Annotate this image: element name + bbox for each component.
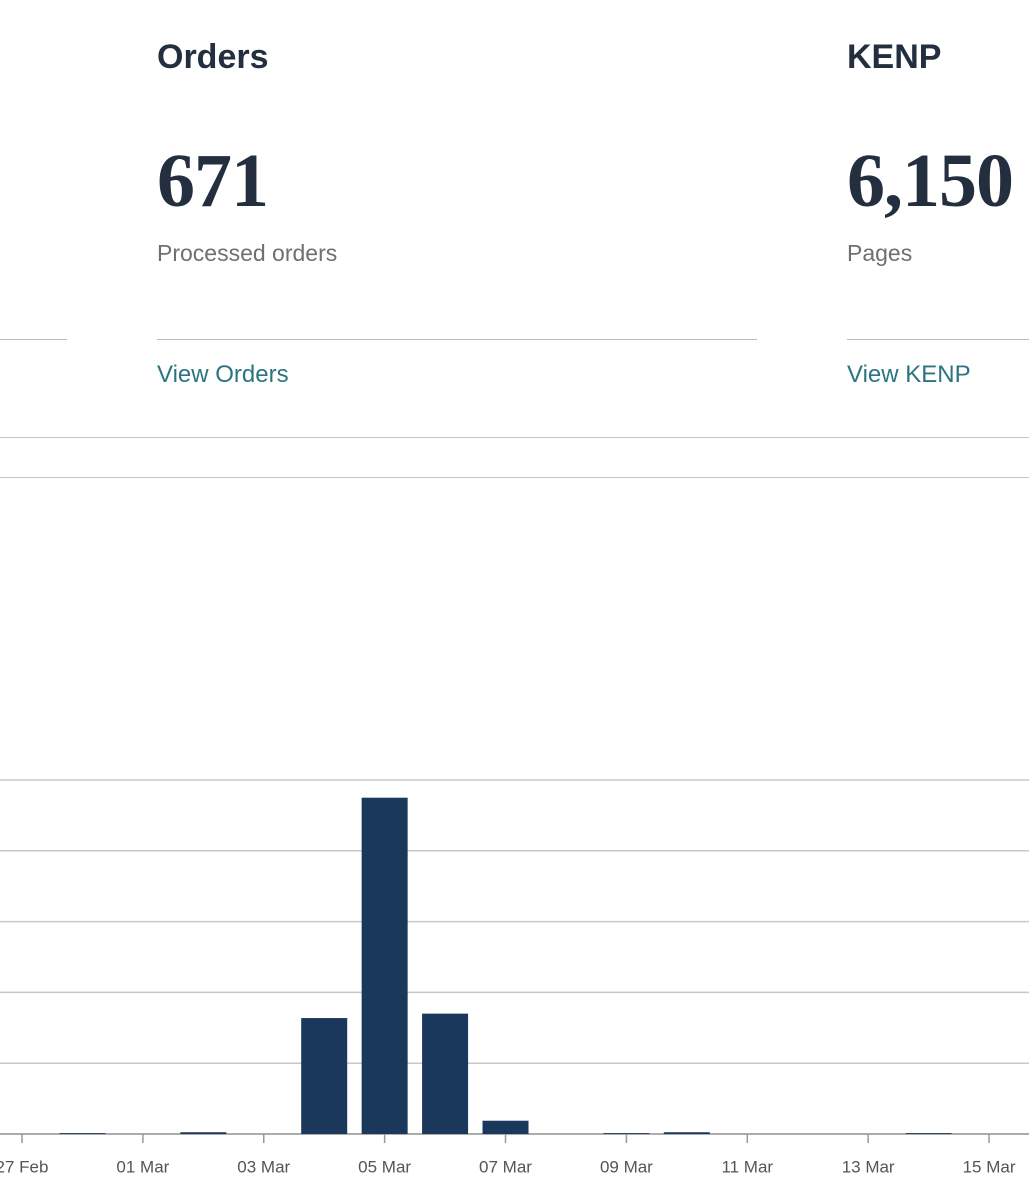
card-divider (0, 339, 67, 340)
bar (301, 1018, 348, 1134)
card-caption: Pages (847, 240, 913, 266)
section-divider (0, 437, 1029, 438)
card-link[interactable]: View KENP (847, 361, 971, 388)
x-tick-label: 15 Mar (963, 1157, 1016, 1176)
bar (361, 797, 408, 1134)
bar (422, 1013, 469, 1134)
section-divider (0, 477, 1029, 478)
x-tick-label: 11 Mar (721, 1157, 773, 1176)
x-tick-label: 03 Mar (237, 1157, 290, 1176)
x-tick-label: 27 Feb (0, 1157, 48, 1176)
x-tick-label: 07 Mar (479, 1157, 532, 1176)
bar (603, 1133, 650, 1134)
bar (482, 1120, 529, 1134)
card-divider (157, 339, 757, 340)
x-tick-label: 01 Mar (116, 1157, 169, 1176)
x-tick-label: 05 Mar (358, 1157, 411, 1176)
card-caption: Processed orders (157, 240, 338, 266)
bar (59, 1133, 106, 1134)
card-link[interactable]: View Orders (157, 361, 289, 388)
bar (905, 1133, 952, 1134)
card-value: 671 (157, 139, 269, 223)
bar (180, 1132, 227, 1134)
card-value: 6,150 (847, 139, 1014, 223)
bar (663, 1132, 710, 1134)
x-tick-label: 09 Mar (600, 1157, 653, 1176)
x-tick-label: 13 Mar (842, 1157, 895, 1176)
card-title: KENP (847, 38, 942, 76)
card-divider (847, 339, 1029, 340)
card-title: Orders (157, 38, 269, 76)
